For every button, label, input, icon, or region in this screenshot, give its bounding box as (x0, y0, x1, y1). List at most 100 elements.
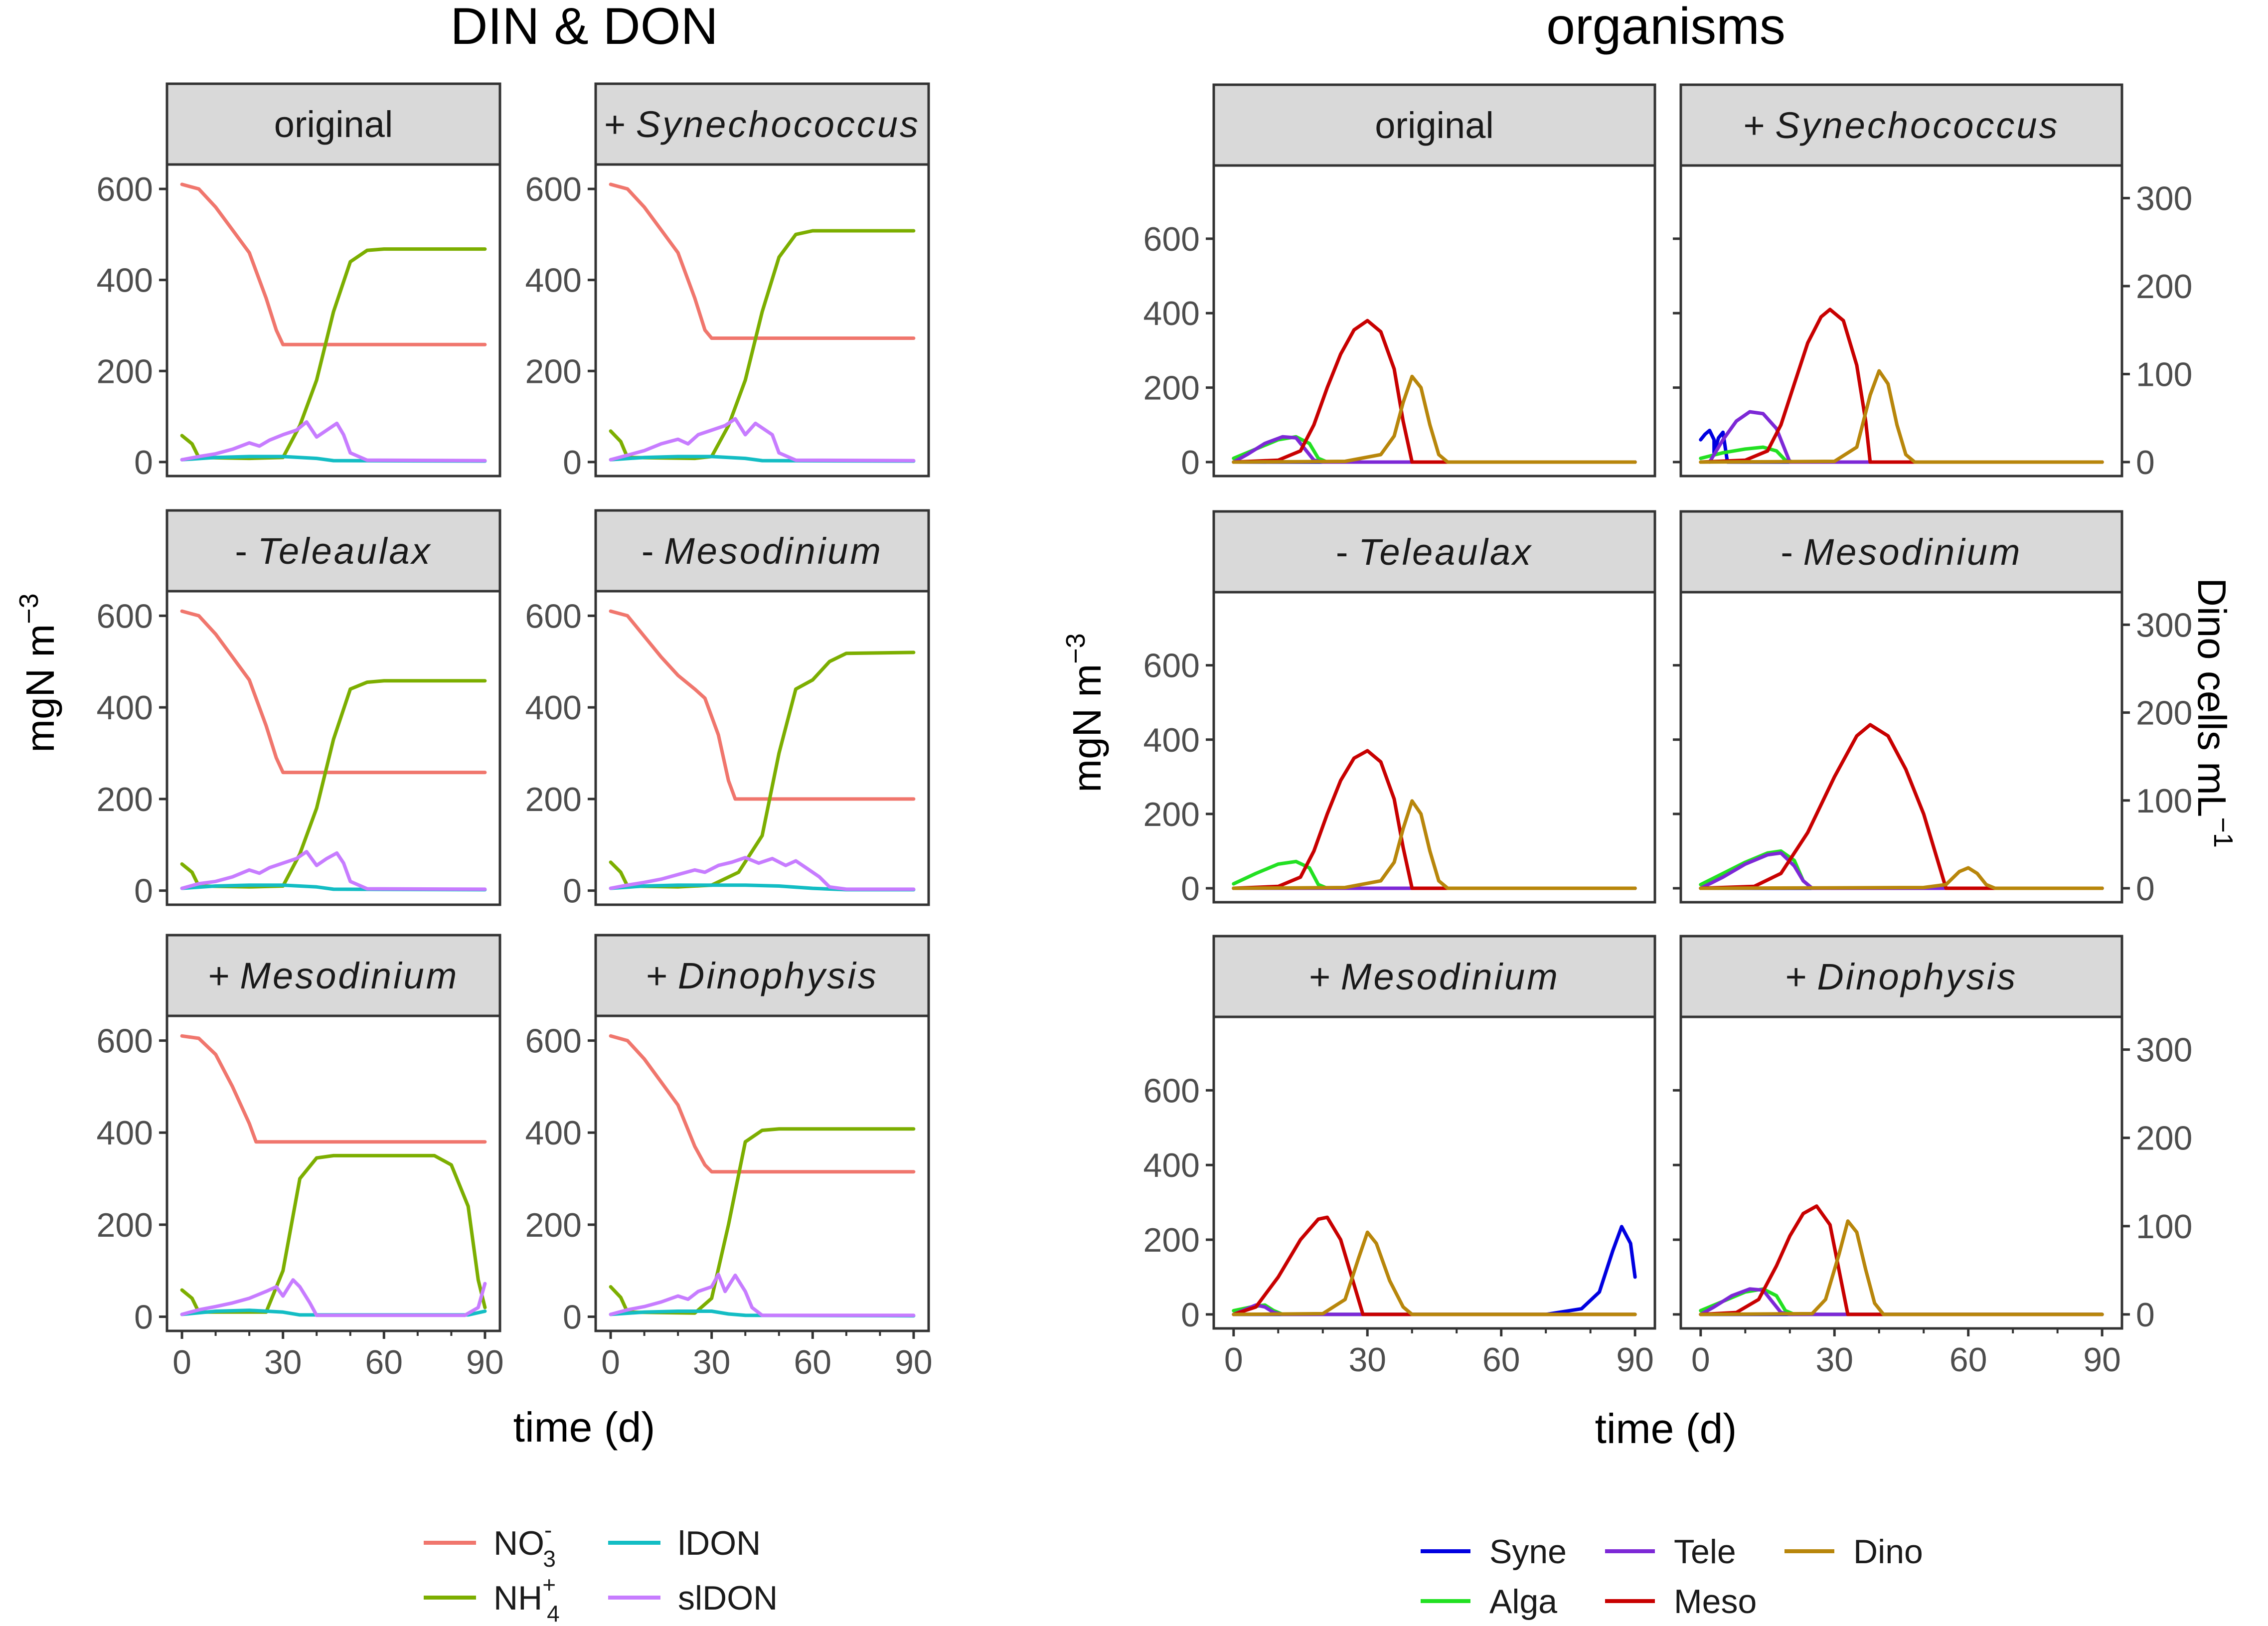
din-don-facet-4: + Mesodinium 0 200 400 600 0 30 60 90 (97, 934, 504, 1381)
left-y-axis-title-text: mgN m (18, 624, 62, 753)
y2-tick-label: 100 (2136, 355, 2192, 393)
facet-strip-name: Mesodinium (1803, 531, 2022, 573)
y-tick-label: 400 (1143, 295, 1200, 332)
y-tick-label: 200 (1143, 1221, 1200, 1259)
series-line-dino (1699, 866, 2104, 890)
facet-strip-name: Dinophysis (678, 955, 878, 996)
organisms-facet-4: + Mesodinium 0 200 400 600 0 30 60 90 (1143, 935, 1656, 1379)
facet-strip-prefix: + (1309, 956, 1341, 997)
series-line-dino (1232, 799, 1637, 890)
y-tick-label: 400 (525, 1114, 582, 1152)
series-group (180, 1034, 487, 1317)
y-tick-label: 400 (97, 1114, 153, 1152)
facet-strip (165, 82, 501, 166)
legend-item-alga: Alga (1421, 1583, 1557, 1621)
y-tick-label: 400 (525, 689, 582, 727)
din-don-facet-3: - Mesodinium 0 200 400 600 (525, 509, 930, 910)
right-y-axis-title-sup: −3 (1061, 633, 1091, 664)
y2-tick-label: 0 (2136, 1296, 2155, 1334)
facet-strip (594, 509, 930, 593)
right-y2-axis-title: Dino cells mL−1 (2190, 578, 2238, 848)
facet-strip-prefix: - (235, 530, 257, 572)
facet-strip-prefix: + (1743, 105, 1775, 146)
y-tick-label: 600 (525, 1022, 582, 1060)
y-tick-label: 0 (563, 872, 582, 910)
facet-strip-name: Mesodinium (1341, 956, 1560, 997)
facet-strip-name: Dinophysis (1817, 956, 2017, 997)
series-group (1232, 749, 1637, 890)
organisms-facet-0: original 0 200 400 600 (1143, 83, 1656, 482)
organisms-facet-1: + Synechococcus 0 100 200 300 (1673, 83, 2192, 482)
facet-strip-label: - Mesodinium (1781, 531, 2022, 573)
legend-label-meso: Meso (1674, 1583, 1757, 1621)
series-line-tele (1708, 410, 2104, 464)
y-tick-label: 400 (97, 262, 153, 300)
x-tick-label: 60 (794, 1343, 831, 1381)
facet-strip (594, 82, 930, 166)
y-tick-label: 0 (134, 1299, 153, 1336)
y-tick-label: 200 (525, 1206, 582, 1244)
x-tick-label: 90 (2083, 1341, 2121, 1379)
panel-border (1212, 1015, 1656, 1330)
legend-item-syne: Syne (1421, 1533, 1567, 1571)
facet-strip-label: + Synechococcus (604, 104, 920, 145)
series-group (1699, 1204, 2104, 1316)
series-line-meso (1699, 1204, 2104, 1316)
series-line-sldon (180, 420, 487, 463)
legend-item-sldon: slDON (608, 1579, 778, 1617)
x-tick-label: 30 (264, 1343, 302, 1381)
series-line-dino (1699, 369, 2104, 464)
y2-tick-label: 200 (2136, 268, 2192, 306)
series-line-ldon (609, 1309, 916, 1318)
y-tick-label: 200 (1143, 796, 1200, 833)
facet-strip (1679, 510, 2123, 594)
series-line-dino (1232, 1230, 1637, 1316)
series-line-no3 (180, 182, 487, 346)
facet-strip (594, 934, 930, 1017)
x-tick-label: 60 (365, 1343, 403, 1381)
y-tick-label: 0 (134, 872, 153, 910)
series-group (609, 609, 916, 892)
din-don-facet-0: original 0 200 400 600 (97, 82, 501, 482)
legend-item-meso: Meso (1605, 1583, 1757, 1621)
facet-strip-prefix: + (208, 955, 240, 996)
series-line-sldon (609, 417, 916, 463)
y-tick-label: 600 (1143, 1072, 1200, 1110)
left-y-axis-title: mgN m−3 (14, 593, 62, 752)
x-tick-label: 0 (1691, 1341, 1710, 1379)
series-line-no3 (609, 609, 916, 801)
panel-border (1212, 164, 1656, 478)
facet-strip-label: + Mesodinium (208, 955, 459, 996)
y-tick-label: 400 (97, 689, 153, 727)
facet-strip-name: Mesodinium (240, 955, 459, 996)
y-tick-label: 200 (97, 352, 153, 390)
facet-strip-name: original (1375, 105, 1494, 146)
series-line-no3 (180, 609, 487, 775)
series-line-sldon (609, 856, 916, 891)
y-tick-label: 600 (1143, 220, 1200, 258)
y-tick-label: 400 (1143, 721, 1200, 759)
series-line-sldon (180, 1278, 487, 1317)
legend-item-dino: Dino (1784, 1533, 1923, 1571)
x-tick-label: 0 (172, 1343, 191, 1381)
facet-strip-label: - Teleaulax (1336, 531, 1533, 573)
legend-item-tele: Tele (1605, 1533, 1736, 1571)
facet-strip (1212, 83, 1656, 167)
x-tick-label: 30 (693, 1343, 731, 1381)
organisms-facet-3: - Mesodinium 0 100 200 300 (1673, 510, 2192, 908)
y2-tick-label: 0 (2136, 870, 2155, 908)
facet-strip (1679, 83, 2123, 167)
series-line-sldon (609, 1273, 916, 1317)
left-x-axis-title: time (d) (513, 1404, 655, 1451)
legend-label-ldon: lDON (678, 1524, 761, 1562)
facet-strip-label: + Dinophysis (1785, 956, 2018, 997)
panel-border (1212, 591, 1656, 904)
facet-strip (165, 509, 501, 593)
y-tick-label: 600 (525, 170, 582, 208)
svg-text:mgN m−3: mgN m−3 (1061, 633, 1109, 792)
organisms-facet-2: - Teleaulax 0 200 400 600 (1143, 510, 1656, 908)
y-tick-label: 200 (97, 1206, 153, 1244)
